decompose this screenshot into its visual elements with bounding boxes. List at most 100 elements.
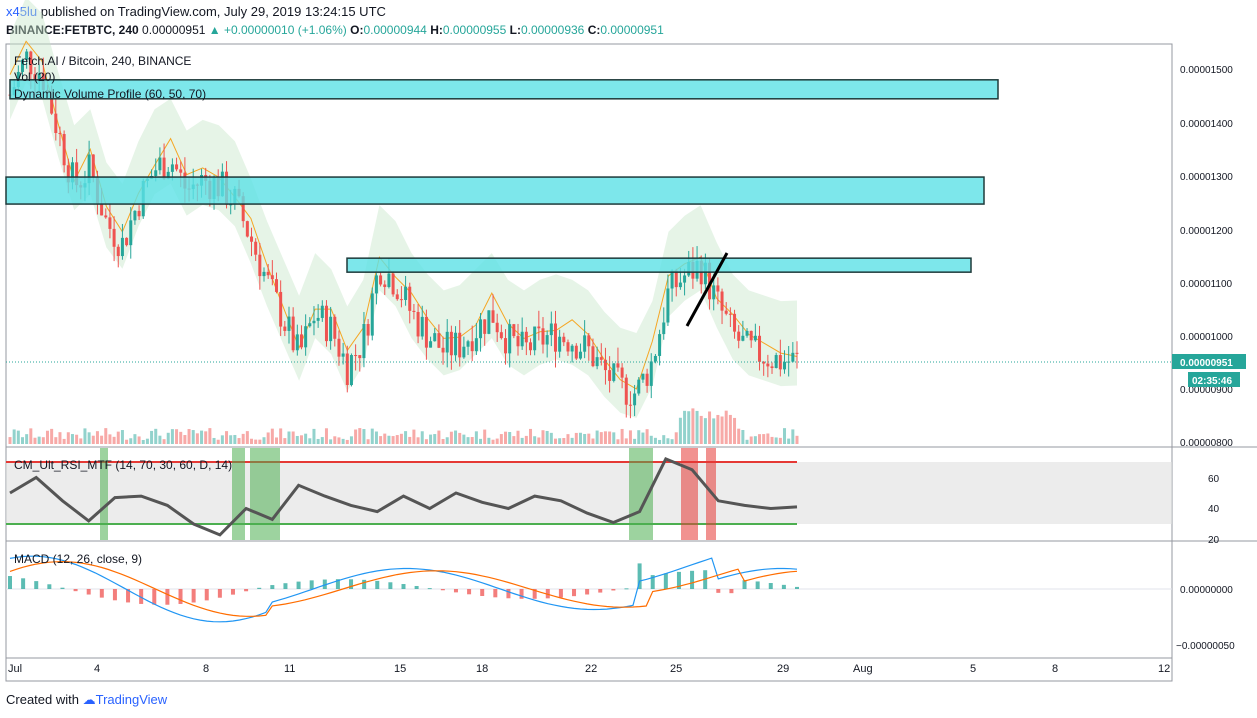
candle-body bbox=[162, 157, 166, 179]
candle-body bbox=[553, 323, 557, 352]
candle-body bbox=[345, 353, 349, 386]
candle-body bbox=[608, 370, 612, 381]
candle-body bbox=[258, 254, 262, 277]
candle-body bbox=[537, 326, 541, 329]
candle-body bbox=[612, 363, 616, 381]
macd-histogram-bar bbox=[532, 589, 537, 599]
volume-bar bbox=[79, 438, 83, 444]
macd-histogram-bar bbox=[112, 589, 117, 601]
volume-bar bbox=[695, 410, 699, 444]
volume-bar bbox=[212, 437, 216, 444]
volume-bar bbox=[574, 432, 578, 444]
candle-body bbox=[354, 355, 358, 357]
author-link[interactable]: x45lu bbox=[6, 4, 38, 19]
candle-body bbox=[574, 345, 578, 359]
macd-histogram-bar bbox=[506, 589, 511, 599]
volume-bar bbox=[162, 439, 166, 444]
volume-bar bbox=[562, 438, 566, 444]
candle-body bbox=[316, 317, 320, 321]
candle-body bbox=[358, 355, 362, 359]
candle-body bbox=[529, 342, 533, 351]
candle-body bbox=[641, 373, 645, 380]
macd-histogram-bar bbox=[73, 589, 78, 592]
volume-bar bbox=[537, 437, 541, 444]
candle-body bbox=[283, 326, 287, 331]
volume-bar bbox=[25, 434, 29, 444]
volume-bar bbox=[104, 428, 108, 444]
volume-bar bbox=[50, 428, 54, 444]
volume-bar bbox=[420, 431, 424, 444]
candle-body bbox=[383, 284, 387, 288]
volume-bar bbox=[133, 434, 137, 444]
volume-bar bbox=[479, 438, 483, 444]
volume-bar bbox=[429, 434, 433, 444]
macd-histogram-bar bbox=[598, 589, 603, 593]
macd-tick: 0.00000000 bbox=[1180, 585, 1233, 596]
candle-body bbox=[374, 275, 378, 294]
volume-bar bbox=[504, 431, 508, 444]
volume-bar bbox=[254, 439, 258, 444]
volume-bar bbox=[683, 410, 687, 444]
volume-bar bbox=[454, 430, 458, 444]
volume-bar bbox=[670, 439, 674, 444]
volume-bar bbox=[158, 435, 162, 444]
candle-body bbox=[254, 241, 258, 255]
candle-body bbox=[250, 236, 254, 242]
macd-histogram-bar bbox=[47, 584, 52, 589]
volume-bar bbox=[391, 436, 395, 444]
volume-bar bbox=[512, 436, 516, 444]
volume-bar bbox=[708, 411, 712, 444]
candle-body bbox=[458, 332, 462, 358]
volume-bar bbox=[433, 434, 437, 444]
horizontal-zones[interactable] bbox=[5, 79, 999, 327]
rsi-tick: 20 bbox=[1208, 535, 1220, 546]
volume-bar bbox=[449, 431, 453, 444]
volume-bar bbox=[762, 434, 766, 444]
volume-bar bbox=[637, 430, 641, 444]
volume-bar bbox=[553, 438, 557, 444]
time-tick: Aug bbox=[853, 663, 873, 675]
candle-body bbox=[416, 311, 420, 337]
macd-histogram-bar bbox=[663, 573, 668, 589]
rsi-legend: CM_Ult_RSI_MTF (14, 70, 30, 60, D, 14) bbox=[14, 458, 232, 472]
time-tick: 5 bbox=[970, 663, 976, 675]
price-tick: 0.00000900 bbox=[1180, 385, 1233, 396]
candle-body bbox=[175, 164, 179, 170]
volume-bar bbox=[674, 432, 678, 444]
volume-bar bbox=[558, 438, 562, 444]
candle-body bbox=[512, 324, 516, 337]
macd-legend: MACD (12, 26, close, 9) bbox=[14, 552, 142, 566]
volume-bar bbox=[591, 438, 595, 444]
published-text: published on TradingView.com, July 29, 2… bbox=[40, 4, 386, 19]
volume-bar bbox=[424, 439, 428, 444]
volume-bar bbox=[529, 428, 533, 444]
macd-histogram-bar bbox=[781, 584, 786, 589]
footer-brand[interactable]: TradingView bbox=[95, 692, 168, 707]
volume-bar bbox=[691, 408, 695, 444]
volume-bar bbox=[404, 431, 408, 444]
volume-bar bbox=[83, 428, 87, 444]
macd-histogram-bar bbox=[690, 570, 695, 589]
candle-body bbox=[745, 330, 749, 336]
time-tick: 18 bbox=[476, 663, 488, 675]
volume-bar bbox=[299, 435, 303, 444]
candle-body bbox=[104, 215, 108, 218]
volume-bar bbox=[166, 432, 170, 444]
candle-body bbox=[628, 404, 632, 406]
candle-body bbox=[762, 361, 766, 364]
candle-body bbox=[291, 316, 295, 351]
macd-histogram-bar bbox=[99, 589, 104, 598]
volume-bar bbox=[229, 435, 233, 444]
macd-histogram-bar bbox=[558, 589, 563, 598]
candle-body bbox=[341, 353, 345, 357]
macd-histogram-bar bbox=[427, 588, 432, 590]
volume-bar bbox=[495, 438, 499, 444]
volume-bar bbox=[120, 430, 124, 444]
candle-body bbox=[170, 164, 174, 172]
candle-body bbox=[633, 393, 637, 406]
macd-histogram-bar bbox=[414, 585, 419, 589]
candle-body bbox=[758, 335, 762, 362]
rsi-signal-band bbox=[681, 448, 698, 540]
macd-histogram-bar bbox=[480, 589, 485, 596]
